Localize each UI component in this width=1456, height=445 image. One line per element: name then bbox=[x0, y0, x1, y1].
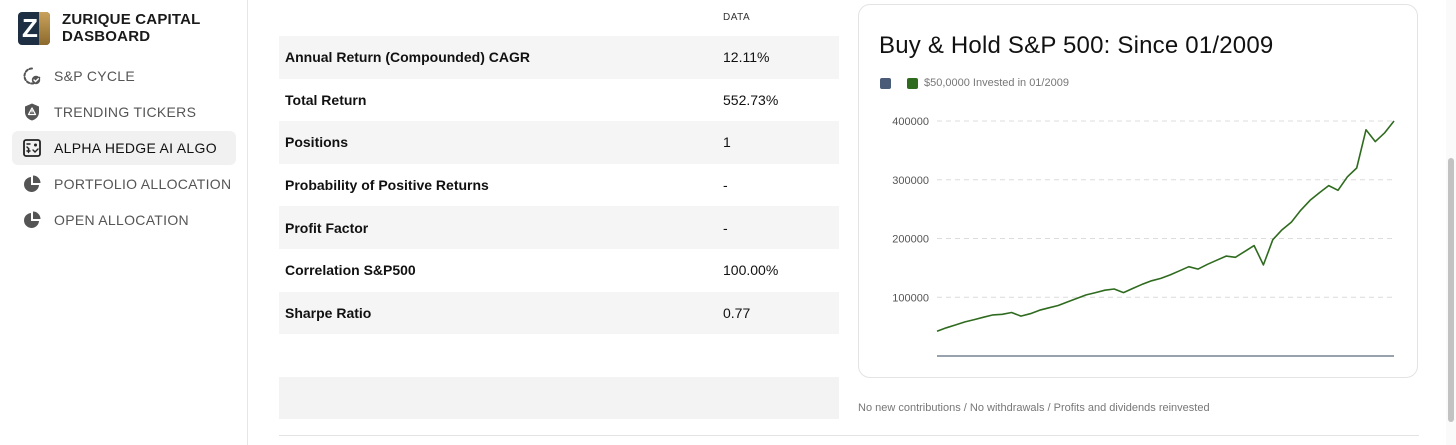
sidebar-item-sp-cycle[interactable]: S&P CYCLE bbox=[12, 59, 236, 93]
metric-value: - bbox=[723, 219, 728, 236]
brand-name: ZURIQUE CAPITAL DASBOARD bbox=[62, 11, 201, 45]
algo-board-icon bbox=[22, 138, 42, 158]
chart-card: Buy & Hold S&P 500: Since 01/2009 $50,00… bbox=[858, 4, 1418, 378]
brand-logo: Z bbox=[18, 11, 50, 45]
sidebar-item-label: TRENDING TICKERS bbox=[54, 104, 197, 120]
table-row: Profit Factor - bbox=[279, 206, 839, 249]
stats-table: DATA Annual Return (Compounded) CAGR 12.… bbox=[279, 0, 839, 335]
column-header-data: DATA bbox=[723, 12, 751, 23]
legend-swatch-green[interactable] bbox=[907, 77, 918, 89]
sidebar-item-label: OPEN ALLOCATION bbox=[54, 212, 189, 228]
metric-value: - bbox=[723, 177, 728, 194]
bottom-divider bbox=[279, 435, 1419, 436]
metric-label: Probability of Positive Returns bbox=[285, 177, 489, 194]
y-tick-label: 300000 bbox=[892, 175, 929, 187]
sidebar-item-trending-tickers[interactable]: TRENDING TICKERS bbox=[12, 95, 236, 129]
legend-swatch-slate[interactable] bbox=[880, 77, 891, 89]
warning-shield-icon bbox=[22, 102, 42, 122]
sidebar-item-label: ALPHA HEDGE AI ALGO bbox=[54, 140, 217, 156]
table-row: Annual Return (Compounded) CAGR 12.11% bbox=[279, 36, 839, 79]
y-tick-label: 400000 bbox=[892, 116, 929, 128]
sidebar-item-label: S&P CYCLE bbox=[54, 68, 136, 84]
metric-label: Positions bbox=[285, 134, 349, 151]
line-chart: 100000 200000 300000 400000 bbox=[892, 116, 1395, 357]
metric-label: Sharpe Ratio bbox=[285, 304, 372, 321]
metric-value: 552.73% bbox=[723, 91, 779, 108]
sidebar-item-portfolio-allocation[interactable]: PORTFOLIO ALLOCATION bbox=[12, 167, 236, 201]
table-row: Probability of Positive Returns - bbox=[279, 164, 839, 207]
logo-stripe bbox=[39, 11, 50, 45]
chart-footnote: No new contributions / No withdrawals / … bbox=[858, 402, 1210, 414]
cycle-check-icon bbox=[22, 66, 42, 86]
sidebar-item-open-allocation[interactable]: OPEN ALLOCATION bbox=[12, 203, 236, 237]
y-tick-label: 200000 bbox=[892, 234, 929, 246]
metric-label: Total Return bbox=[285, 91, 367, 108]
metric-value: 100.00% bbox=[723, 262, 779, 279]
scrollbar[interactable] bbox=[1446, 0, 1456, 445]
metric-value: 12.11% bbox=[723, 49, 770, 66]
logo-letter: Z bbox=[22, 12, 38, 43]
metric-label: Profit Factor bbox=[285, 219, 369, 236]
legend-label: $50,0000 Invested in 01/2009 bbox=[924, 77, 1069, 89]
series-line-investment[interactable] bbox=[936, 120, 1395, 333]
sidebar-item-label: PORTFOLIO ALLOCATION bbox=[54, 176, 232, 192]
table-footer-box bbox=[279, 377, 839, 419]
brand[interactable]: Z ZURIQUE CAPITAL DASBOARD bbox=[18, 11, 201, 45]
metric-label: Correlation S&P500 bbox=[285, 262, 416, 279]
chart-legend: $50,0000 Invested in 01/2009 bbox=[880, 77, 1069, 89]
metric-value: 1 bbox=[723, 134, 731, 151]
table-row: Positions 1 bbox=[279, 121, 839, 164]
sidebar: Z ZURIQUE CAPITAL DASBOARD S&P CYCLE bbox=[0, 0, 248, 445]
metric-value: 0.77 bbox=[723, 304, 751, 321]
table-header: DATA bbox=[279, 0, 839, 36]
table-row: Total Return 552.73% bbox=[279, 79, 839, 122]
brand-name-line2: DASBOARD bbox=[62, 28, 151, 45]
sidebar-nav: S&P CYCLE TRENDING TICKERS bbox=[12, 59, 236, 239]
chart-title: Buy & Hold S&P 500: Since 01/2009 bbox=[879, 32, 1274, 59]
y-tick-label: 100000 bbox=[892, 292, 929, 304]
scrollbar-thumb[interactable] bbox=[1448, 158, 1454, 422]
table-row: Sharpe Ratio 0.77 bbox=[279, 291, 839, 335]
pie-chart-icon bbox=[22, 174, 42, 194]
sidebar-item-alpha-hedge-ai-algo[interactable]: ALPHA HEDGE AI ALGO bbox=[12, 131, 236, 165]
table-row: Correlation S&P500 100.00% bbox=[279, 249, 839, 292]
pie-chart-icon bbox=[22, 210, 42, 230]
metric-label: Annual Return (Compounded) CAGR bbox=[285, 49, 530, 66]
brand-name-line1: ZURIQUE CAPITAL bbox=[62, 11, 201, 28]
